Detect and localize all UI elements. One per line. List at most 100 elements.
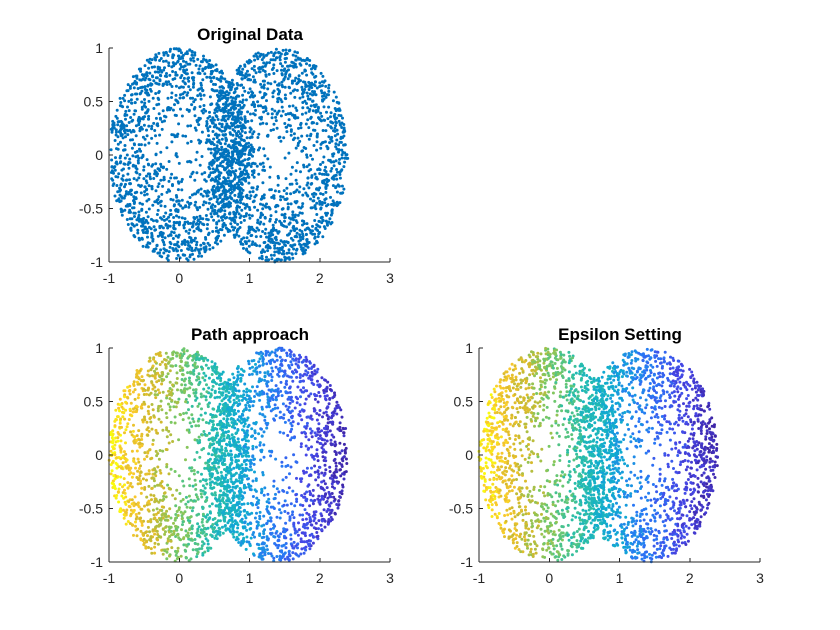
scatter-point bbox=[262, 222, 266, 226]
scatter-point bbox=[135, 439, 139, 442]
scatter-point bbox=[216, 519, 220, 523]
scatter-point bbox=[129, 210, 132, 214]
scatter-point bbox=[283, 60, 287, 64]
scatter-point bbox=[147, 469, 151, 473]
scatter-point bbox=[128, 484, 132, 488]
scatter-point bbox=[244, 177, 248, 180]
scatter-point bbox=[316, 400, 320, 404]
scatter-point bbox=[110, 130, 114, 134]
scatter-point bbox=[150, 231, 154, 235]
scatter-point bbox=[266, 87, 270, 91]
scatter-point bbox=[295, 476, 298, 480]
scatter-point bbox=[327, 220, 331, 224]
scatter-point bbox=[233, 183, 237, 187]
scatter-point bbox=[148, 71, 152, 75]
scatter-point bbox=[306, 94, 310, 98]
scatter-point bbox=[337, 499, 341, 503]
scatter-point bbox=[191, 96, 195, 100]
scatter-point bbox=[244, 242, 248, 246]
scatter-point bbox=[318, 85, 322, 88]
scatter-point bbox=[136, 457, 140, 461]
scatter-point bbox=[208, 395, 212, 399]
scatter-point bbox=[246, 157, 250, 161]
scatter-point bbox=[298, 96, 302, 100]
scatter-point bbox=[168, 387, 172, 390]
scatter-point bbox=[323, 525, 327, 529]
scatter-point bbox=[133, 397, 137, 401]
scatter-point bbox=[210, 502, 214, 506]
scatter-point bbox=[152, 414, 156, 418]
scatter-point bbox=[218, 530, 222, 534]
scatter-point bbox=[177, 202, 181, 206]
scatter-point bbox=[165, 463, 169, 466]
scatter-point bbox=[139, 86, 143, 90]
scatter-point bbox=[132, 472, 136, 476]
scatter-point bbox=[262, 55, 266, 59]
scatter-point bbox=[279, 380, 283, 384]
scatter-point bbox=[223, 129, 226, 133]
scatter-point bbox=[226, 417, 229, 421]
scatter-point bbox=[175, 510, 179, 513]
scatter-point bbox=[137, 217, 141, 221]
scatter-point bbox=[204, 398, 208, 402]
scatter-point bbox=[196, 522, 200, 526]
scatter-point bbox=[284, 113, 288, 116]
scatter-point bbox=[227, 430, 230, 433]
scatter-point bbox=[205, 75, 209, 79]
scatter-point bbox=[142, 541, 146, 545]
scatter-point bbox=[225, 165, 229, 169]
scatter-point bbox=[123, 144, 127, 147]
scatter-point bbox=[119, 140, 122, 144]
scatter-point bbox=[153, 541, 157, 545]
scatter-point bbox=[333, 107, 337, 110]
scatter-point bbox=[177, 474, 181, 478]
scatter-point bbox=[184, 205, 188, 209]
scatter-point bbox=[142, 177, 146, 181]
scatter-point bbox=[140, 89, 144, 93]
scatter-point bbox=[213, 212, 216, 216]
scatter-point bbox=[130, 414, 134, 418]
scatter-point bbox=[322, 105, 326, 109]
scatter-point bbox=[295, 231, 299, 235]
scatter-point bbox=[286, 77, 290, 81]
scatter-point bbox=[116, 135, 120, 139]
scatter-point bbox=[143, 227, 147, 231]
scatter-point bbox=[219, 109, 223, 113]
scatter-point bbox=[214, 229, 218, 233]
scatter-point bbox=[168, 219, 171, 223]
scatter-point bbox=[182, 391, 186, 395]
scatter-point bbox=[110, 158, 114, 162]
scatter-point bbox=[224, 476, 227, 480]
scatter-point bbox=[285, 192, 289, 196]
scatter-point bbox=[169, 529, 173, 533]
scatter-point bbox=[120, 494, 124, 498]
scatter-point bbox=[152, 479, 156, 483]
scatter-point bbox=[216, 214, 220, 218]
scatter-point bbox=[258, 534, 262, 537]
scatter-point bbox=[178, 96, 182, 100]
scatter-point bbox=[223, 223, 227, 227]
scatter-point bbox=[159, 162, 163, 166]
scatter-point bbox=[243, 64, 247, 68]
scatter-point bbox=[222, 233, 226, 237]
scatter-point bbox=[208, 173, 212, 177]
scatter-point bbox=[228, 81, 232, 84]
scatter-point bbox=[261, 121, 265, 125]
scatter-point bbox=[327, 86, 331, 90]
scatter-point bbox=[218, 155, 222, 159]
scatter-point bbox=[258, 222, 262, 226]
scatter-point bbox=[323, 91, 327, 95]
scatter-point bbox=[247, 73, 251, 77]
scatter-point bbox=[167, 215, 171, 219]
scatter-point bbox=[163, 218, 166, 222]
scatter-point bbox=[150, 427, 154, 431]
scatter-point bbox=[165, 396, 169, 400]
scatter-point bbox=[193, 178, 197, 182]
scatter-point bbox=[218, 395, 222, 399]
scatter-point bbox=[339, 137, 343, 140]
scatter-point bbox=[178, 368, 182, 372]
scatter-point bbox=[202, 246, 206, 250]
scatter-point bbox=[267, 205, 271, 209]
scatter-point bbox=[157, 98, 161, 101]
scatter-point bbox=[147, 429, 151, 433]
